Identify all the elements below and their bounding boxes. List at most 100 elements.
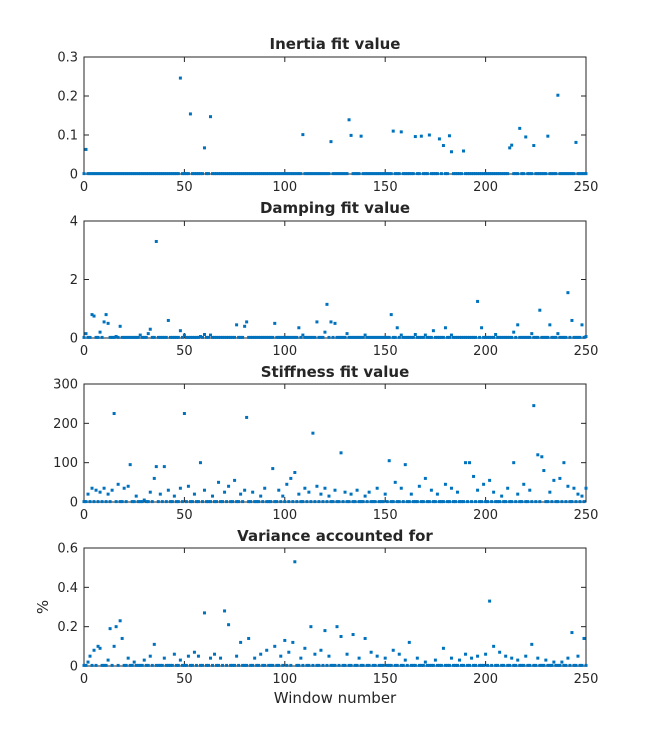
data-point-stiffness-baseline [445,500,449,504]
data-point-damping-baseline [249,335,253,339]
data-point-variance-baseline [534,663,538,667]
data-point-variance [552,660,556,664]
data-point-inertia-baseline [122,172,126,176]
data-point-damping-baseline [162,335,166,339]
data-point-inertia-baseline [170,172,174,176]
data-point-inertia-baseline [522,172,526,176]
data-point-damping-baseline [126,335,130,339]
data-point-stiffness [387,459,391,463]
data-point-inertia [329,140,333,144]
data-point-damping-baseline [522,335,526,339]
data-point-damping-baseline [253,335,257,339]
data-point-inertia-baseline [371,172,375,176]
data-point-inertia-baseline [82,172,86,176]
data-point-stiffness-baseline [267,500,271,504]
data-point-damping [530,332,534,336]
data-point-damping-baseline [299,335,303,339]
data-point-stiffness [245,415,249,419]
data-point-variance [235,654,239,658]
data-point-variance [319,648,323,652]
data-point-damping-baseline [457,335,461,339]
x-tick-label: 0 [80,180,88,195]
data-point-damping-baseline [337,335,341,339]
data-point-damping-baseline [215,335,219,339]
data-point-inertia-baseline [464,172,468,176]
data-point-damping-baseline [132,335,136,339]
data-point-stiffness-baseline [415,500,419,504]
data-point-variance [299,656,303,660]
y-tick-label: 0.2 [57,90,78,105]
data-point-variance-baseline [431,663,435,667]
data-point-inertia-baseline [92,172,96,176]
data-point-stiffness [516,492,520,496]
data-point-variance [209,656,213,660]
data-point-inertia-baseline [215,172,219,176]
data-point-inertia-baseline [257,172,261,176]
data-point-inertia [532,144,536,148]
data-point-inertia [462,149,466,153]
data-point-stiffness [367,490,371,494]
data-point-inertia-baseline [126,172,130,176]
data-point-stiffness-baseline [407,500,411,504]
data-point-inertia [202,146,206,150]
data-point-variance-baseline [241,663,245,667]
data-point-variance-baseline [128,663,132,667]
data-point-inertia-baseline [558,172,562,176]
data-point-stiffness-baseline [441,500,445,504]
data-point-damping-baseline [560,335,564,339]
data-point-stiffness-baseline [305,500,309,504]
data-point-inertia-baseline [130,172,134,176]
data-point-stiffness-baseline [188,500,192,504]
data-point-inertia [359,134,363,138]
data-point-stiffness-baseline [401,500,405,504]
data-point-inertia-baseline [490,172,494,176]
data-point-stiffness [239,492,243,496]
y-tick-label: 0.6 [57,542,78,557]
data-point-stiffness [333,488,337,492]
data-point-variance-baseline [200,663,204,667]
y-tick-label: 200 [53,417,78,432]
data-point-damping-baseline [231,335,235,339]
data-point-stiffness [122,486,126,490]
data-point-variance [86,660,90,664]
data-point-damping-baseline [233,335,237,339]
data-point-stiffness-baseline [146,500,150,504]
data-point-damping [363,333,367,337]
data-point-damping-baseline [158,335,162,339]
data-point-stiffness-baseline [100,500,104,504]
data-point-variance-baseline [221,663,225,667]
data-point-stiffness-baseline [437,500,441,504]
data-point-damping-baseline [474,335,478,339]
data-point-inertia-baseline [154,172,158,176]
data-point-variance-baseline [506,663,510,667]
data-point-damping-baseline [331,335,335,339]
data-point-damping-baseline [425,335,429,339]
data-point-damping-baseline [514,335,518,339]
data-point-damping-baseline [417,335,421,339]
data-point-variance-baseline [261,663,265,667]
data-point-damping-baseline [317,335,321,339]
data-point-variance [391,648,395,652]
data-point-damping-baseline [574,335,578,339]
data-point-stiffness [158,492,162,496]
data-point-inertia-baseline [582,172,586,176]
data-point-variance-baseline [251,663,255,667]
data-point-inertia-baseline [415,172,419,176]
data-point-inertia-baseline [562,172,566,176]
data-point-stiffness [178,486,182,490]
data-point-inertia-baseline [120,172,124,176]
data-point-inertia-baseline [496,172,500,176]
data-point-inertia-baseline [361,172,365,176]
data-point-variance [357,656,361,660]
data-point-stiffness-baseline [225,500,229,504]
x-tick-label: 250 [574,344,599,359]
data-point-inertia-baseline [221,172,225,176]
data-point-stiffness [307,490,311,494]
data-point-stiffness [323,486,327,490]
y-tick-label: 2 [70,273,78,288]
data-point-inertia [84,147,88,151]
data-point-stiffness-baseline [261,500,265,504]
data-point-inertia-baseline [273,172,277,176]
data-point-inertia-baseline [363,172,367,176]
data-point-damping-baseline [504,335,508,339]
